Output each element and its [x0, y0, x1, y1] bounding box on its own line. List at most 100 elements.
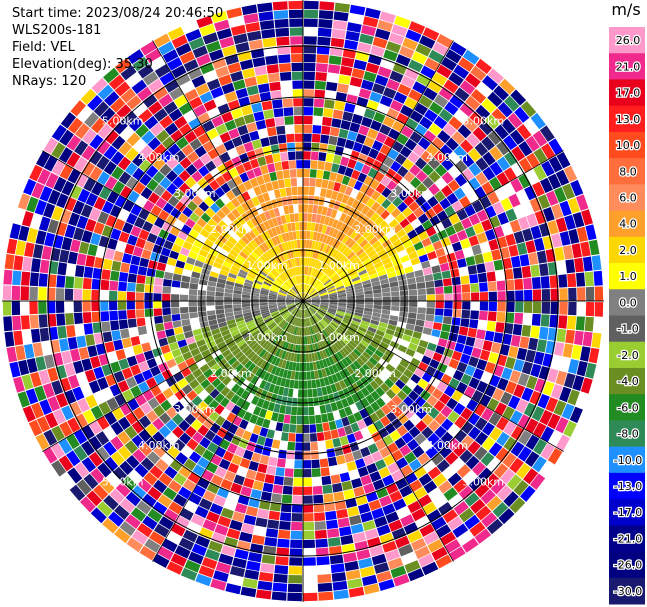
- velocity-gate: [311, 303, 320, 307]
- velocity-gate: [244, 245, 253, 254]
- velocity-gate: [404, 560, 421, 573]
- velocity-gate: [248, 340, 257, 348]
- velocity-gate: [224, 91, 238, 103]
- velocity-gate: [21, 271, 31, 286]
- velocity-gate: [305, 309, 309, 318]
- velocity-gate: [300, 284, 303, 293]
- velocity-gate: [397, 413, 409, 425]
- velocity-gate: [305, 345, 309, 354]
- velocity-gate: [75, 123, 90, 139]
- velocity-gate: [585, 224, 597, 241]
- velocity-gate: [466, 399, 479, 412]
- velocity-gate: [295, 299, 303, 301]
- velocity-gate: [277, 298, 286, 300]
- velocity-gate: [287, 304, 295, 308]
- velocity-gate: [421, 561, 439, 576]
- velocity-gate: [416, 345, 427, 355]
- velocity-gate: [243, 141, 254, 153]
- velocity-gate: [80, 440, 95, 456]
- velocity-gate: [497, 485, 513, 501]
- velocity-gate: [336, 312, 345, 317]
- colorbar-tick-label: 1.0: [619, 270, 637, 283]
- velocity-gate: [135, 292, 144, 301]
- velocity-gate: [240, 586, 257, 598]
- velocity-gate: [325, 314, 333, 320]
- velocity-gate: [478, 120, 494, 136]
- velocity-gate: [286, 303, 295, 307]
- colorbar-swatch: [609, 394, 645, 421]
- velocity-gate: [310, 371, 316, 380]
- velocity-gate: [240, 390, 250, 400]
- velocity-gate: [245, 209, 255, 220]
- velocity-gate: [210, 202, 221, 214]
- velocity-gate: [232, 511, 245, 523]
- velocity-gate: [301, 266, 303, 275]
- velocity-gate: [241, 303, 251, 308]
- velocity-gate: [347, 375, 356, 385]
- velocity-gate: [470, 310, 479, 320]
- velocity-gate: [524, 289, 533, 301]
- velocity-gate: [303, 415, 309, 425]
- velocity-gate: [130, 385, 142, 398]
- velocity-gate: [261, 28, 276, 39]
- velocity-gate: [185, 188, 197, 200]
- velocity-gate: [457, 124, 472, 139]
- velocity-gate: [276, 36, 290, 46]
- velocity-gate: [318, 289, 327, 294]
- velocity-gate: [346, 330, 355, 337]
- velocity-gate: [292, 307, 298, 315]
- velocity-gate: [555, 417, 569, 434]
- velocity-gate: [290, 222, 296, 231]
- velocity-gate: [271, 375, 279, 385]
- velocity-gate: [265, 528, 279, 538]
- velocity-gate: [320, 298, 329, 301]
- velocity-gate: [331, 275, 340, 282]
- velocity-gate: [287, 441, 296, 451]
- velocity-gate: [130, 364, 141, 376]
- velocity-gate: [221, 349, 232, 358]
- velocity-gate: [418, 361, 429, 372]
- velocity-gate: [59, 421, 73, 437]
- velocity-gate: [278, 306, 287, 311]
- velocity-gate: [357, 466, 369, 478]
- velocity-gate: [402, 239, 413, 249]
- velocity-gate: [242, 332, 251, 339]
- velocity-gate: [370, 401, 381, 412]
- velocity-gate: [265, 277, 274, 284]
- velocity-gate: [59, 377, 72, 392]
- velocity-gate: [505, 208, 518, 222]
- velocity-gate: [191, 75, 206, 88]
- velocity-gate: [459, 80, 476, 95]
- velocity-gate: [481, 512, 498, 528]
- velocity-gate: [185, 401, 197, 413]
- velocity-gate: [122, 199, 135, 212]
- velocity-gate: [486, 321, 496, 332]
- velocity-gate: [347, 385, 356, 395]
- velocity-gate: [179, 182, 191, 194]
- velocity-gate: [139, 257, 150, 268]
- velocity-gate: [525, 418, 539, 434]
- velocity-gate: [258, 572, 274, 582]
- velocity-gate: [198, 565, 215, 578]
- velocity-gate: [303, 53, 316, 63]
- velocity-gate: [331, 320, 340, 327]
- velocity-gate: [218, 553, 234, 566]
- velocity-gate: [268, 299, 277, 301]
- velocity-gate: [386, 400, 397, 411]
- velocity-gate: [350, 322, 359, 329]
- velocity-gate: [274, 357, 281, 367]
- velocity-gate: [382, 301, 391, 306]
- velocity-gate: [124, 243, 135, 255]
- velocity-gate: [344, 237, 353, 246]
- velocity-gate: [278, 291, 287, 296]
- velocity-gate: [513, 480, 529, 496]
- velocity-gate: [398, 279, 408, 286]
- velocity-gate: [120, 88, 136, 103]
- velocity-gate: [366, 330, 375, 337]
- colorbar-swatch: [609, 315, 645, 343]
- velocity-gate: [317, 582, 333, 592]
- velocity-gate: [263, 362, 271, 372]
- velocity-gate: [268, 354, 275, 364]
- velocity-gate: [162, 293, 171, 301]
- velocity-gate: [216, 28, 232, 40]
